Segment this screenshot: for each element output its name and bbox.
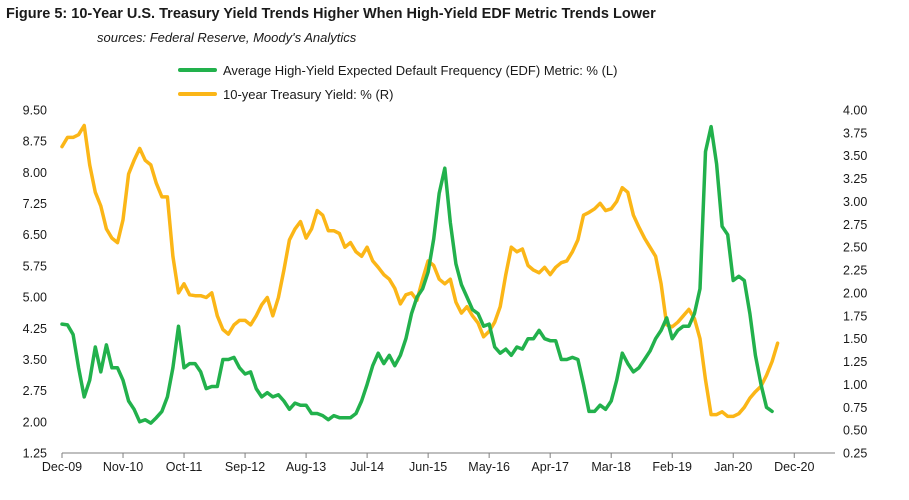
chart-subtitle: sources: Federal Reserve, Moody's Analyt… xyxy=(97,30,357,45)
x-tick-label: Mar-18 xyxy=(591,460,631,474)
y-right-tick-label: 0.50 xyxy=(843,424,867,438)
series-layer xyxy=(60,123,780,425)
chart-title: Figure 5: 10-Year U.S. Treasury Yield Tr… xyxy=(6,6,656,22)
series-line-treasury xyxy=(60,123,780,419)
y-right-tick-label: 0.75 xyxy=(843,401,867,415)
y-right-tick-label: 3.25 xyxy=(843,172,867,186)
x-tick-label: Sep-12 xyxy=(225,460,265,474)
x-axis: Dec-09 Nov-10 Oct-11 Sep-12 Aug-13 Jul-14 Jun-… xyxy=(42,453,814,474)
y-right-tick-label: 1.75 xyxy=(843,309,867,323)
x-tick-label: Feb-19 xyxy=(652,460,692,474)
x-tick-label: May-16 xyxy=(468,460,510,474)
x-tick-label: Apr-17 xyxy=(531,460,569,474)
x-tick-label: Dec-20 xyxy=(774,460,814,474)
y-left-tick-label: 7.25 xyxy=(23,197,47,211)
y-left-tick-label: 5.75 xyxy=(23,259,47,273)
y-left-tick-label: 1.25 xyxy=(23,447,47,461)
y-left-tick-label: 6.50 xyxy=(23,228,47,242)
y-right-tick-label: 3.00 xyxy=(843,195,867,209)
y-left-tick-label: 2.00 xyxy=(23,415,47,429)
y-axis-right: 0.25 0.50 0.75 1.00 1.25 1.50 1.75 2.00 2.25 2.50… xyxy=(843,104,867,461)
y-left-tick-label: 4.25 xyxy=(23,322,47,336)
y-right-tick-label: 2.25 xyxy=(843,264,867,278)
x-tick-label: Jan-20 xyxy=(714,460,752,474)
y-left-tick-label: 8.00 xyxy=(23,166,47,180)
x-tick-label: Aug-13 xyxy=(286,460,326,474)
y-right-tick-label: 1.50 xyxy=(843,332,867,346)
y-right-tick-label: 1.25 xyxy=(843,355,867,369)
y-right-tick-label: 2.50 xyxy=(843,241,867,255)
y-left-tick-label: 5.00 xyxy=(23,291,47,305)
legend-label-treasury: 10-year Treasury Yield: % (R) xyxy=(223,87,394,102)
y-axis-left: 1.25 2.00 2.75 3.50 4.25 5.00 5.75 6.50 7.25 8.00… xyxy=(23,104,47,461)
x-tick-label: Jun-15 xyxy=(409,460,447,474)
y-right-tick-label: 0.25 xyxy=(843,447,867,461)
x-tick-label: Nov-10 xyxy=(103,460,143,474)
y-left-tick-label: 8.75 xyxy=(23,135,47,149)
legend: Average High-Yield Expected Default Freq… xyxy=(178,63,618,102)
legend-label-edf: Average High-Yield Expected Default Freq… xyxy=(223,63,618,78)
y-right-tick-label: 1.00 xyxy=(843,378,867,392)
x-tick-label: Jul-14 xyxy=(350,460,384,474)
y-right-tick-label: 3.50 xyxy=(843,149,867,163)
y-right-tick-label: 3.75 xyxy=(843,126,867,140)
y-left-tick-label: 2.75 xyxy=(23,384,47,398)
series-line-edf xyxy=(60,124,774,425)
y-right-tick-label: 2.75 xyxy=(843,218,867,232)
y-left-tick-label: 9.50 xyxy=(23,104,47,118)
x-tick-label: Dec-09 xyxy=(42,460,82,474)
y-right-tick-label: 4.00 xyxy=(843,104,867,118)
x-tick-label: Oct-11 xyxy=(166,460,203,474)
y-right-tick-label: 2.00 xyxy=(843,286,867,300)
y-left-tick-label: 3.50 xyxy=(23,353,47,367)
